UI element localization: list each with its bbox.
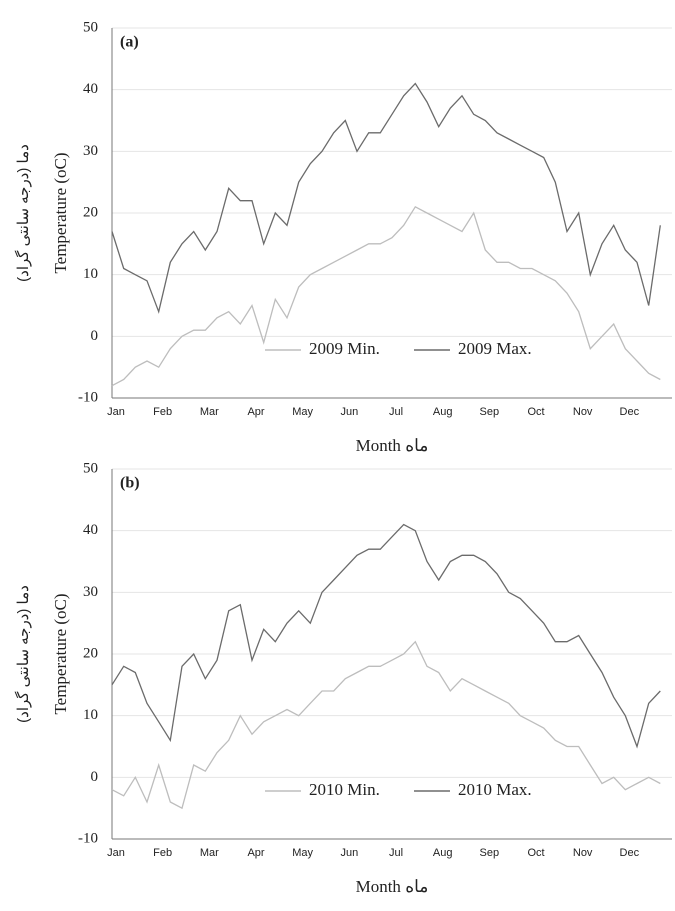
- x-tick-label: May: [292, 847, 313, 859]
- y-tick-label: 40: [83, 81, 98, 97]
- legend-label: 2010 Min.: [309, 780, 380, 799]
- x-axis-label: Month ماه: [356, 877, 429, 896]
- legend-label: 2009 Min.: [309, 339, 380, 358]
- x-tick-label: Jun: [340, 847, 358, 859]
- x-tick-label: May: [292, 406, 313, 418]
- x-axis-label: Month ماه: [356, 436, 429, 455]
- y-tick-label: 10: [83, 707, 98, 723]
- series-line: [111, 82, 661, 314]
- x-tick-label: Apr: [247, 406, 264, 418]
- y-tick-label: 30: [83, 143, 98, 159]
- series-line: [111, 523, 661, 749]
- x-tick-label: Mar: [200, 406, 219, 418]
- x-tick-label: Feb: [153, 847, 172, 859]
- x-tick-label: Sep: [480, 406, 500, 418]
- x-tick-label: Feb: [153, 406, 172, 418]
- y-axis-label: Temperature (oC): [51, 152, 70, 273]
- x-tick-label: Apr: [247, 847, 264, 859]
- legend-label: 2009 Max.: [458, 339, 532, 358]
- x-tick-label: Jul: [389, 406, 403, 418]
- x-tick-label: Dec: [620, 406, 640, 418]
- x-tick-label: Nov: [573, 406, 593, 418]
- panel-label: (a): [120, 34, 139, 51]
- x-tick-label: Jan: [107, 847, 125, 859]
- y-tick-label: 0: [91, 769, 99, 785]
- y-tick-label: 10: [83, 266, 98, 282]
- x-tick-label: Oct: [527, 847, 544, 859]
- y-tick-label: 20: [83, 645, 98, 661]
- y-tick-label: 20: [83, 204, 98, 220]
- y-axis-label-fa: دما (درجه سانتی گراد): [14, 585, 32, 723]
- x-tick-label: Sep: [480, 847, 500, 859]
- y-tick-label: -10: [78, 830, 98, 846]
- series-line: [111, 640, 661, 810]
- x-tick-label: Dec: [620, 847, 640, 859]
- y-tick-label: 50: [83, 19, 98, 35]
- x-tick-label: Mar: [200, 847, 219, 859]
- legend-label: 2010 Max.: [458, 780, 532, 799]
- x-tick-label: Jun: [340, 406, 358, 418]
- x-tick-label: Oct: [527, 406, 544, 418]
- y-tick-label: 0: [91, 328, 99, 344]
- x-tick-label: Nov: [573, 847, 593, 859]
- x-tick-label: Jul: [389, 847, 403, 859]
- y-tick-label: 50: [83, 460, 98, 476]
- y-axis-label: Temperature (oC): [51, 593, 70, 714]
- x-tick-label: Aug: [433, 406, 453, 418]
- x-tick-label: Aug: [433, 847, 453, 859]
- x-tick-label: Jan: [107, 406, 125, 418]
- series-line: [111, 205, 661, 387]
- y-tick-label: -10: [78, 389, 98, 405]
- y-tick-label: 40: [83, 522, 98, 538]
- y-axis-label-fa: دما (درجه سانتی گراد): [14, 144, 32, 282]
- panel-label: (b): [120, 475, 140, 492]
- y-tick-label: 30: [83, 584, 98, 600]
